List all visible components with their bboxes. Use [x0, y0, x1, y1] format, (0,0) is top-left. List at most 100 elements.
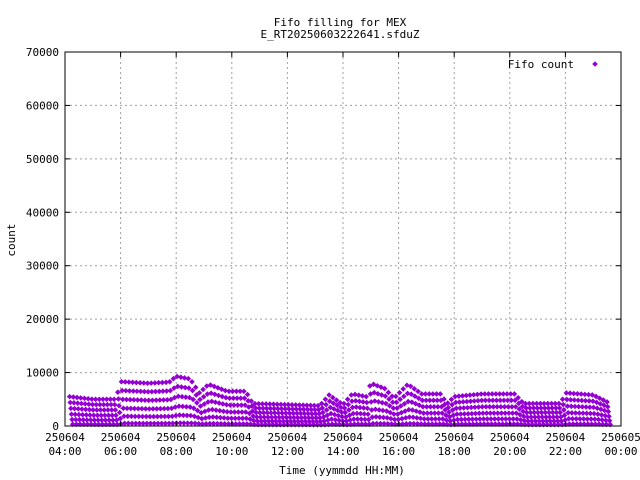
data-point: [108, 407, 115, 413]
data-point: [140, 380, 147, 386]
chart-title: Fifo filling for MEX: [274, 16, 407, 29]
data-points: [66, 373, 613, 428]
data-point: [291, 418, 298, 425]
data-point: [419, 397, 426, 404]
data-point: [454, 416, 461, 423]
data-point: [108, 401, 114, 408]
data-point: [113, 417, 120, 423]
data-point: [104, 401, 111, 408]
data-point: [134, 388, 140, 395]
data-point: [232, 415, 238, 422]
data-point: [477, 416, 483, 422]
data-point: [296, 421, 302, 428]
legend-label: Fifo count: [508, 58, 574, 71]
data-point: [405, 406, 412, 413]
data-point: [489, 391, 495, 397]
data-point: [362, 416, 368, 423]
data-point: [452, 393, 458, 400]
data-point: [437, 391, 444, 397]
data-point: [467, 398, 474, 405]
data-point: [525, 418, 531, 424]
data-point: [331, 406, 337, 412]
x-axis-label: Time (yymmdd HH:MM): [279, 464, 405, 477]
data-point: [158, 413, 164, 420]
data-point: [136, 413, 142, 420]
data-point: [493, 391, 499, 397]
data-point: [434, 397, 441, 404]
data-point: [224, 415, 231, 422]
data-point: [462, 416, 468, 423]
data-point: [207, 420, 213, 427]
data-point: [411, 386, 418, 392]
y-tick-label: 0: [52, 420, 59, 433]
data-point: [572, 403, 578, 410]
data-point: [606, 417, 613, 424]
data-point: [599, 417, 605, 423]
data-point: [542, 409, 549, 416]
data-point: [360, 399, 366, 405]
data-point: [404, 390, 411, 397]
data-point: [195, 414, 201, 421]
data-point: [601, 407, 608, 414]
data-point: [163, 379, 169, 386]
data-point: [139, 413, 146, 420]
data-point: [75, 406, 82, 412]
data-point: [138, 397, 145, 403]
data-point: [101, 407, 108, 413]
data-point: [538, 405, 544, 411]
data-point: [433, 421, 439, 427]
data-point: [336, 417, 342, 424]
data-point: [422, 421, 428, 427]
data-point: [260, 409, 267, 416]
data-point: [257, 409, 263, 416]
data-point: [527, 409, 534, 416]
data-point: [504, 397, 511, 404]
data-point: [92, 396, 99, 403]
data-point: [202, 408, 208, 415]
data-point: [451, 417, 457, 423]
data-point: [308, 406, 314, 413]
data-point: [401, 393, 407, 400]
data-point: [488, 416, 494, 422]
data-point: [496, 421, 502, 427]
data-point: [234, 395, 240, 402]
data-point: [170, 375, 177, 382]
data-point: [262, 418, 268, 424]
data-point: [370, 381, 377, 388]
data-point: [346, 412, 353, 419]
data-point: [191, 413, 198, 420]
data-point: [90, 407, 96, 413]
data-point: [550, 414, 557, 420]
data-point: [491, 410, 497, 416]
data-point: [318, 400, 325, 407]
data-point: [522, 400, 529, 407]
data-point: [525, 421, 532, 428]
data-point: [184, 412, 190, 419]
data-point: [394, 411, 401, 417]
data-point: [230, 395, 237, 402]
data-point: [326, 398, 333, 405]
data-point: [465, 416, 472, 423]
data-point: [294, 410, 300, 417]
data-point: [121, 420, 128, 427]
data-point: [186, 385, 192, 391]
data-point: [126, 379, 132, 385]
data-point: [461, 411, 468, 417]
data-point: [278, 405, 285, 412]
data-point: [250, 413, 256, 419]
data-point: [389, 399, 396, 406]
data-point: [535, 414, 542, 420]
data-point: [235, 409, 242, 415]
data-point: [442, 407, 449, 413]
data-point: [211, 383, 217, 390]
data-point: [557, 409, 563, 416]
data-point: [410, 420, 417, 427]
data-point: [422, 391, 429, 397]
data-point: [257, 414, 264, 420]
data-point: [78, 400, 85, 407]
data-point: [546, 409, 552, 416]
data-point: [305, 410, 311, 417]
data-point: [339, 418, 346, 424]
data-point: [269, 418, 276, 424]
data-point: [221, 420, 228, 427]
